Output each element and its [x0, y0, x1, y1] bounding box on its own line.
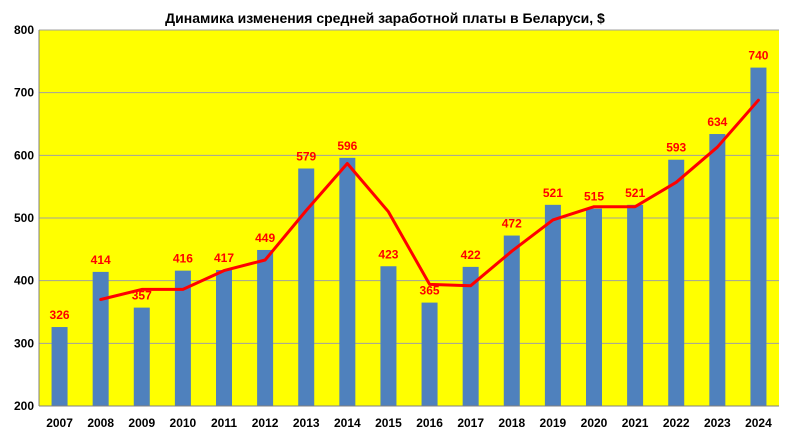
y-tick-label: 300 — [14, 336, 34, 350]
data-label: 596 — [337, 139, 357, 153]
bar-2009 — [133, 307, 150, 406]
data-label: 365 — [420, 284, 440, 298]
bar-2011 — [216, 270, 232, 406]
y-axis: 200 300 400 500 600 700 800 — [14, 23, 40, 413]
data-label: 422 — [461, 248, 481, 262]
x-axis: 2007 2008 2009 2010 2011 2012 2013 2014 2015 2016… — [39, 405, 779, 430]
bar-2023 — [709, 134, 726, 406]
x-tick-label: 2007 — [46, 416, 73, 430]
y-tick-label: 800 — [14, 23, 34, 37]
data-label: 423 — [378, 247, 398, 261]
chart-title: Динамика изменения средней заработной пл… — [165, 10, 605, 26]
x-tick-label: 2022 — [663, 416, 690, 430]
bar-2018 — [503, 235, 520, 406]
x-tick-label: 2010 — [170, 416, 197, 430]
y-tick-label: 500 — [14, 211, 34, 225]
y-tick-label: 700 — [14, 86, 34, 100]
data-label: 521 — [543, 186, 563, 200]
trend-line — [99, 98, 760, 301]
x-tick-label: 2017 — [457, 416, 484, 430]
bar-2012 — [257, 249, 274, 406]
data-label: 449 — [255, 231, 275, 245]
data-label: 515 — [584, 190, 604, 204]
data-label: 417 — [214, 251, 234, 265]
data-label: 472 — [502, 217, 522, 231]
data-label: 740 — [748, 49, 768, 63]
data-label: 521 — [625, 186, 645, 200]
y-tick-label: 600 — [14, 148, 34, 162]
bars — [51, 67, 767, 406]
bar-2019 — [544, 204, 561, 406]
y-tick-label: 200 — [14, 399, 34, 413]
data-label: 593 — [666, 141, 686, 155]
data-label: 414 — [91, 253, 111, 267]
bar-2013 — [298, 168, 315, 406]
bar-2007 — [51, 327, 68, 406]
bar-2015 — [380, 266, 397, 406]
bar-2022 — [668, 159, 685, 406]
data-label: 416 — [173, 252, 193, 266]
x-tick-label: 2008 — [87, 416, 114, 430]
data-label: 634 — [707, 115, 727, 129]
x-tick-label: 2023 — [704, 416, 731, 430]
data-label: 326 — [50, 308, 70, 322]
y-tick-label: 400 — [14, 274, 34, 288]
x-tick-label: 2016 — [416, 416, 443, 430]
data-label: 579 — [296, 149, 316, 163]
bar-2017 — [462, 266, 479, 406]
x-tick-label: 2019 — [540, 416, 567, 430]
bar-2008 — [92, 271, 109, 406]
x-tick-label: 2012 — [252, 416, 279, 430]
x-tick-label: 2021 — [622, 416, 649, 430]
bar-2024 — [750, 67, 767, 406]
x-tick-label: 2015 — [375, 416, 402, 430]
bar-2016 — [421, 302, 438, 406]
data-label: 357 — [132, 289, 152, 303]
x-tick-label: 2024 — [745, 416, 772, 430]
x-tick-label: 2020 — [581, 416, 608, 430]
x-tick-label: 2013 — [293, 416, 320, 430]
x-tick-label: 2009 — [128, 416, 155, 430]
bar-2010 — [174, 270, 191, 406]
bar-2014 — [339, 157, 356, 406]
data-labels: 326 414 357 416 417 449 579 596 423 365 422 472 521 5… — [50, 49, 769, 322]
x-tick-label: 2018 — [498, 416, 525, 430]
bar-2020 — [586, 208, 602, 406]
x-tick-label: 2011 — [211, 416, 237, 430]
x-tick-label: 2014 — [334, 416, 361, 430]
bar-2021 — [627, 204, 644, 406]
